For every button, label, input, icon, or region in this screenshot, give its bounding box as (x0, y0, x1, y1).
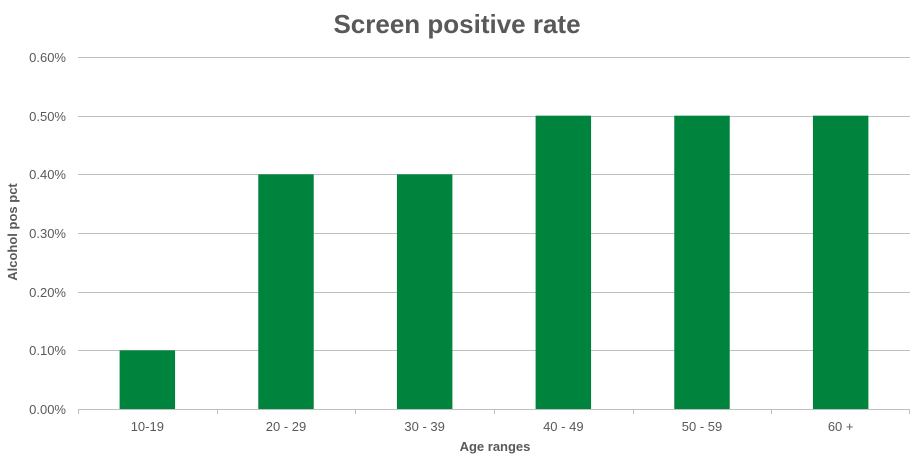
gridlines (78, 57, 910, 351)
bar (258, 174, 314, 409)
bar (674, 115, 730, 410)
y-tick-label: 0.00% (29, 402, 66, 417)
x-axis-title: Age ranges (460, 439, 531, 454)
y-tick-label: 0.10% (29, 343, 66, 358)
bar (812, 115, 869, 410)
x-tick-label: 10-19 (131, 419, 164, 434)
y-axis-ticks: 0.00% 0.10% 0.20% 0.30% 0.40% 0.50% 0.60% (29, 50, 66, 417)
x-tick-label: 40 - 49 (543, 419, 583, 434)
y-tick-label: 0.30% (29, 226, 66, 241)
bar (535, 115, 592, 410)
x-tick-label: 20 - 29 (266, 419, 306, 434)
x-tick-label: 30 - 39 (404, 419, 444, 434)
bars (119, 115, 869, 410)
y-tick-label: 0.20% (29, 285, 66, 300)
chart-title: Screen positive rate (333, 9, 580, 39)
x-axis-ticks: 10-19 20 - 29 30 - 39 40 - 49 50 - 59 60 + (78, 409, 910, 434)
y-tick-label: 0.40% (29, 167, 66, 182)
y-axis-title: Alcohol pos pct (5, 183, 20, 281)
bar (119, 350, 176, 409)
x-tick-label: 50 - 59 (682, 419, 722, 434)
y-tick-label: 0.50% (29, 109, 66, 124)
bar (396, 174, 453, 409)
x-tick-label: 60 + (828, 419, 854, 434)
y-tick-label: 0.60% (29, 50, 66, 65)
